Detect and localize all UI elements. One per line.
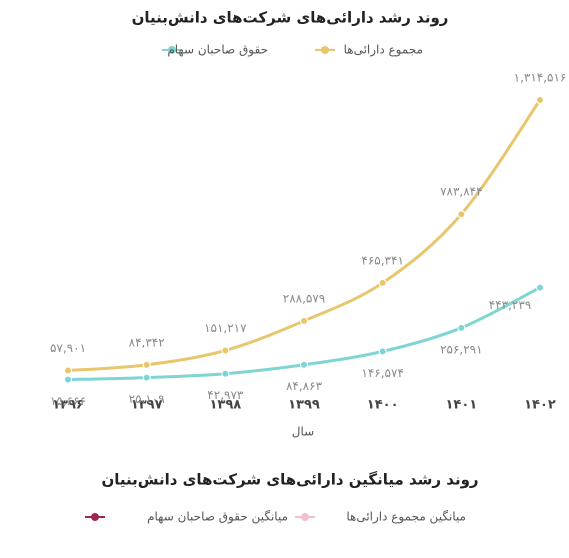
legend-marker <box>91 513 99 521</box>
value-label: ۱۴۶,۵۷۴ <box>361 366 404 380</box>
value-label: ۴۶۵,۳۴۱ <box>361 253 404 267</box>
data-point <box>221 369 230 378</box>
legend-marker <box>301 513 309 521</box>
legend-label: حقوق صاحبان سهام <box>167 43 268 58</box>
value-label: ۲۵۶,۲۹۱ <box>440 342 483 356</box>
value-label: ۸۴,۸۶۳ <box>286 379 323 393</box>
value-label: ۱۵,۶۶۶ <box>50 394 86 408</box>
data-point <box>300 316 308 325</box>
x-tick-label: ۱۳۹۶ <box>52 398 84 413</box>
data-point <box>378 347 387 356</box>
data-point <box>64 366 72 375</box>
data-point <box>536 283 544 292</box>
x-axis-label: سال <box>292 425 314 439</box>
x-tick-label: ۱۴۰۲ <box>524 398 556 413</box>
legend-marker <box>168 46 176 54</box>
legend-label: میانگین حقوق صاحبان سهام <box>147 510 288 525</box>
legend-marker <box>321 46 329 54</box>
value-label: ۴۴۳,۲۳۹ <box>489 298 532 312</box>
value-label: ۱,۳۱۴,۵۱۶ <box>514 71 567 85</box>
data-point <box>457 210 466 219</box>
value-label: ۷۸۳,۸۴۴ <box>440 185 483 199</box>
legend-label: میانگین مجموع دارائی‌ها <box>346 510 466 525</box>
data-point <box>64 375 72 384</box>
value-label: ۲۸۸,۵۷۹ <box>283 291 326 305</box>
value-label: ۲۵,۱۰۹ <box>129 392 165 406</box>
legend-label: مجموع دارائی‌ها <box>344 43 423 58</box>
data-point <box>378 278 387 287</box>
x-tick-label: ۱۴۰۰ <box>367 398 399 413</box>
value-label: ۱۵۱,۲۱۷ <box>204 321 247 335</box>
value-label: ۸۴,۳۴۲ <box>129 335 165 349</box>
data-point <box>536 96 544 104</box>
x-tick-label: ۱۳۹۷ <box>131 398 163 413</box>
x-tick-label: ۱۴۰۱ <box>445 398 477 413</box>
chart-title: روند رشد میانگین دارائی‌های شرکت‌های دان… <box>101 471 478 489</box>
series-line <box>67 99 542 373</box>
value-label: ۴۲,۹۷۳ <box>207 388 244 402</box>
x-tick-label: ۱۳۹۹ <box>288 398 320 413</box>
data-point <box>142 373 151 382</box>
chart-title: روند رشد دارائی‌های شرکت‌های دانش‌بنیان <box>132 9 449 27</box>
data-point <box>142 360 151 369</box>
data-point <box>300 360 308 369</box>
data-point <box>221 346 230 355</box>
data-point <box>457 323 466 332</box>
x-tick-label: ۱۳۹۸ <box>209 398 241 413</box>
value-label: ۵۷,۹۰۱ <box>50 341 86 355</box>
